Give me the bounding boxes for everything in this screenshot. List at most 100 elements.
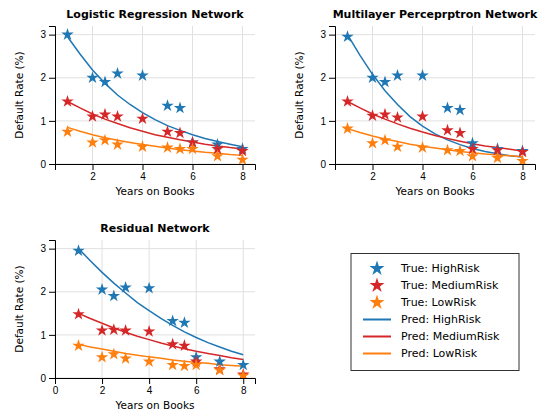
scatter-point — [366, 137, 378, 149]
tick-label: 1 — [320, 116, 326, 127]
scatter-point — [174, 126, 186, 138]
tick: 1 — [40, 116, 55, 127]
scatter-point — [190, 359, 202, 371]
tick-mark — [523, 164, 524, 170]
scatter-point — [108, 323, 120, 335]
tick-label: 0 — [40, 159, 46, 170]
scatter-point — [441, 144, 453, 156]
scatter-point — [379, 134, 391, 146]
tick-label: 8 — [241, 385, 247, 396]
grid-line — [335, 120, 535, 121]
scatter-point — [416, 69, 428, 81]
scatter-point — [366, 71, 378, 83]
plot-area — [61, 28, 248, 164]
tick-label: 2 — [40, 286, 46, 297]
grid-line — [55, 248, 255, 249]
scatter-point — [111, 138, 123, 150]
legend-item: Pred: MediumRisk — [363, 330, 500, 343]
legend-item: True: MediumRisk — [369, 278, 498, 293]
tick: 1 — [320, 116, 335, 127]
legend-label: Pred: LowRisk — [401, 347, 478, 360]
tick-label: 2 — [370, 171, 376, 182]
series-line — [68, 37, 243, 147]
scatter-point — [391, 111, 403, 123]
tick-mark — [49, 164, 55, 165]
tick-mark — [373, 164, 374, 170]
scatter-point — [111, 67, 123, 79]
scatter-point — [379, 76, 391, 88]
legend-label: Pred: MediumRisk — [401, 330, 500, 343]
scatter-point — [454, 145, 466, 157]
scatter-point — [111, 110, 123, 122]
panel: 24680123Multilayer Perceprptron NetworkY… — [293, 8, 538, 197]
tick: 0 — [40, 159, 55, 170]
scatter-point — [108, 290, 120, 302]
scatter-point — [213, 363, 225, 375]
series-line — [348, 101, 523, 151]
legend-item: Pred: LowRisk — [363, 347, 478, 360]
tick: 6 — [194, 378, 200, 396]
legend-symbol — [363, 353, 391, 355]
tick-mark — [149, 378, 150, 384]
tick: 1 — [40, 330, 55, 341]
scatter-point — [178, 339, 190, 351]
tick-mark — [329, 164, 335, 165]
tick-label: 2 — [90, 171, 96, 182]
legend-symbol — [369, 261, 384, 275]
axis-line — [49, 27, 56, 165]
legend-label: True: HighRisk — [400, 262, 480, 275]
scatter-point — [236, 153, 248, 164]
x-axis-title: Years on Books — [114, 185, 194, 197]
tick-label: 0 — [320, 159, 326, 170]
tick: 2 — [320, 72, 335, 83]
legend-label: Pred: HighRisk — [401, 313, 481, 326]
x-axis-title: Years on Books — [114, 399, 194, 411]
tick-label: 2 — [40, 72, 46, 83]
scatter-point — [166, 315, 178, 327]
tick-mark — [49, 378, 55, 379]
grid-line — [243, 240, 244, 378]
axis-line — [49, 241, 56, 379]
tick: 0 — [53, 378, 59, 396]
scatter-point — [379, 108, 391, 120]
tick-label: 6 — [194, 385, 200, 396]
panel: 024680123Residual NetworkYears on BooksD… — [13, 222, 256, 411]
legend-item: True: HighRisk — [369, 261, 480, 276]
scatter-point — [161, 125, 173, 137]
tick-label: 3 — [40, 29, 46, 40]
scatter-point — [391, 69, 403, 81]
scatter-point — [441, 101, 453, 113]
y-axis: 0123 — [320, 27, 335, 170]
legend-symbol — [363, 336, 391, 338]
figure: 24680123Logistic Regression NetworkYears… — [0, 0, 560, 420]
tick-label: 0 — [40, 373, 46, 384]
tick-mark — [243, 378, 244, 384]
legend: True: HighRiskTrue: MediumRiskTrue: LowR… — [351, 254, 519, 371]
tick: 6 — [190, 164, 196, 182]
scatter-point — [454, 104, 466, 116]
scatter-point — [454, 126, 466, 138]
scatter-point — [72, 244, 84, 256]
legend-item: Pred: HighRisk — [363, 313, 481, 326]
tick: 2 — [100, 378, 106, 396]
scatter-point — [341, 30, 353, 42]
grid-line — [55, 120, 255, 121]
tick: 4 — [420, 164, 426, 182]
tick: 8 — [520, 164, 526, 182]
tick: 8 — [240, 164, 246, 182]
scatter-point — [61, 95, 73, 107]
scatter-point — [99, 108, 111, 120]
tick: 0 — [320, 159, 335, 170]
plot-area — [341, 30, 528, 164]
scatter-point — [96, 324, 108, 336]
tick-mark — [196, 378, 197, 384]
scatter-point — [119, 352, 131, 364]
scatter-point — [341, 95, 353, 107]
series-line — [348, 129, 523, 157]
scatter-point — [161, 99, 173, 111]
tick-mark — [143, 164, 144, 170]
scatter-point — [166, 359, 178, 371]
scatter-point — [96, 283, 108, 295]
tick-mark — [423, 164, 424, 170]
tick: 0 — [40, 373, 55, 384]
